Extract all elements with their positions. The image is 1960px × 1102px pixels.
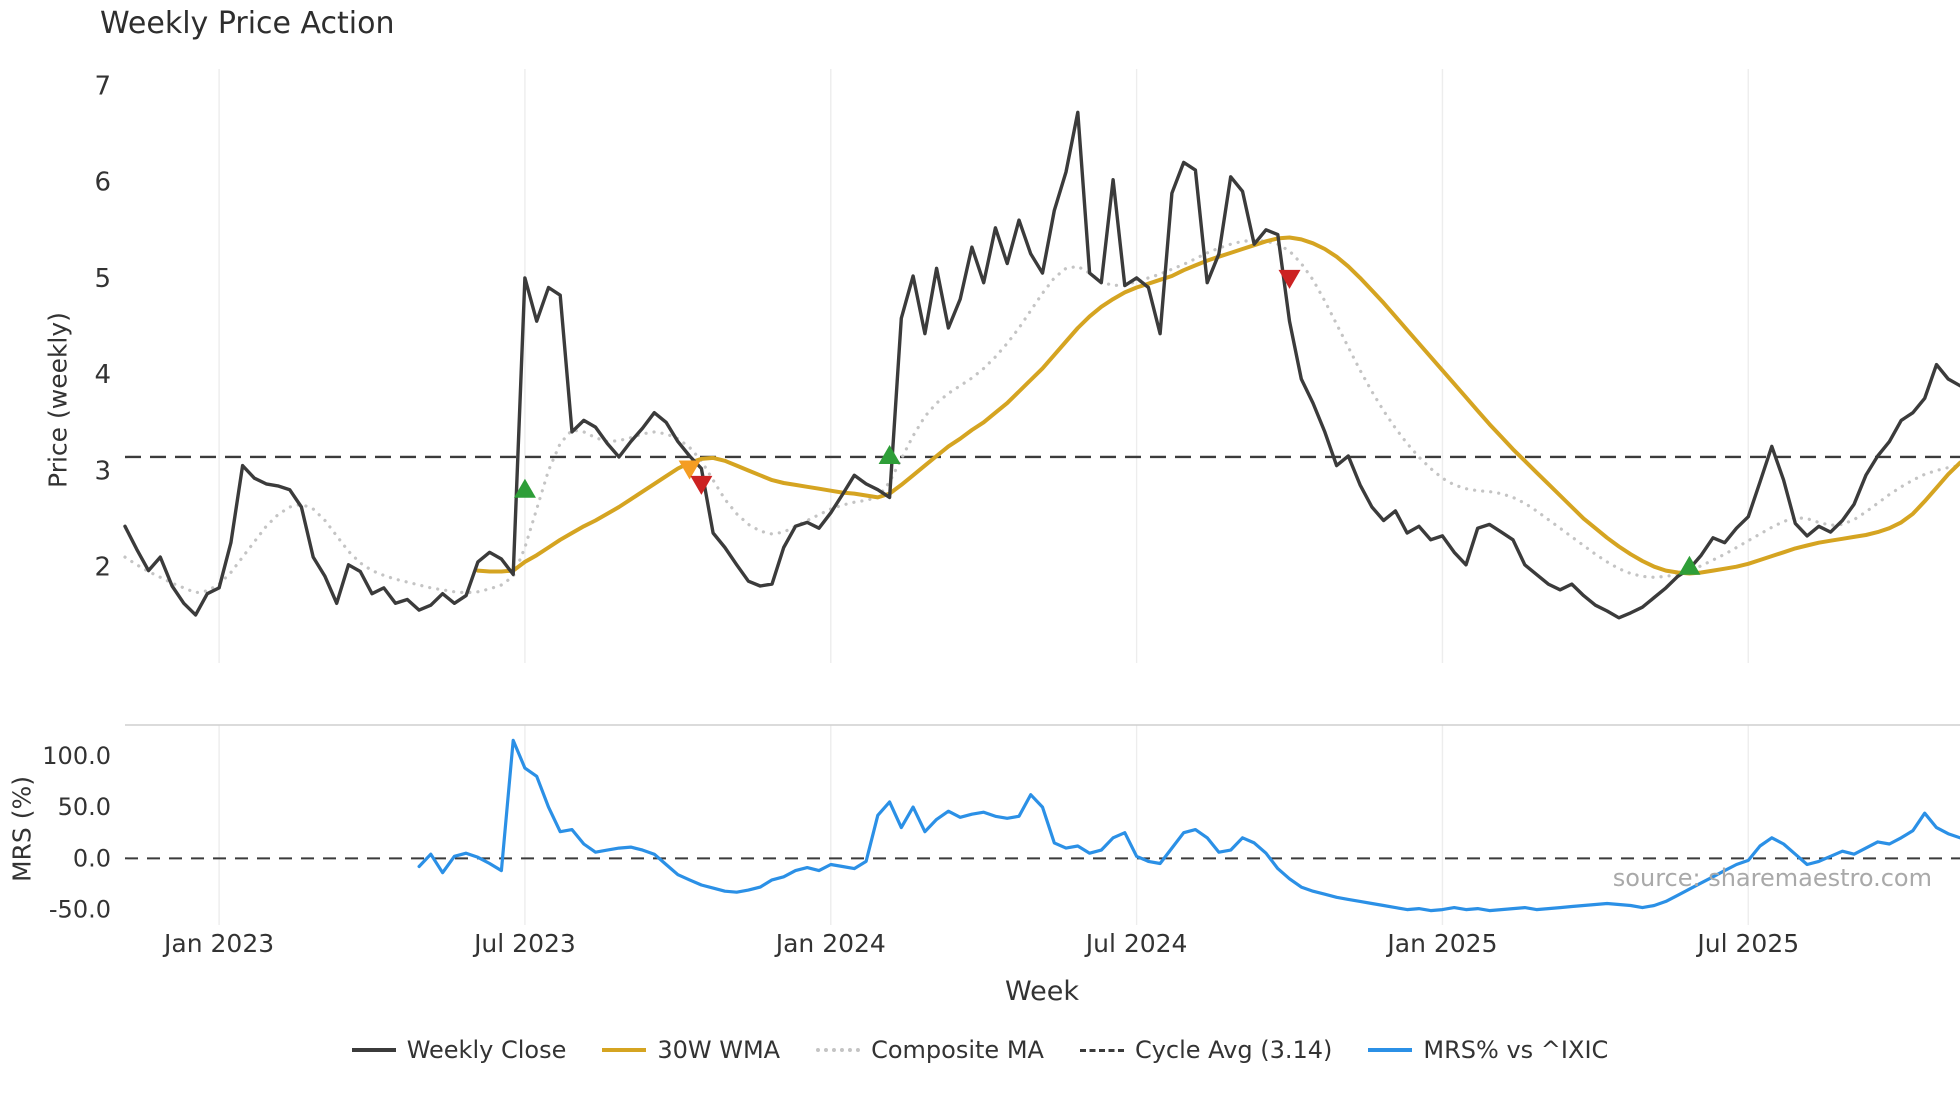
series-30w-wma xyxy=(475,235,1960,576)
legend-label: MRS% vs ^IXIC xyxy=(1423,1036,1609,1064)
legend-label: 30W WMA xyxy=(657,1036,781,1064)
price-y-tick-label: 3 xyxy=(94,456,111,486)
legend-swatch-weekly-close xyxy=(351,1048,396,1052)
price-y-tick-label: 7 xyxy=(94,71,111,101)
source-note: source: sharemaestro.com xyxy=(1612,864,1932,892)
legend-item-mrs-vs-ixic: MRS% vs ^IXIC xyxy=(1368,1036,1608,1064)
legend-item-30w-wma: 30W WMA xyxy=(602,1036,780,1064)
x-axis-label: Week xyxy=(1005,976,1079,1007)
legend-item-cycle-avg-3-14: Cycle Avg (3.14) xyxy=(1079,1036,1333,1064)
price-y-tick-label: 2 xyxy=(94,553,111,583)
x-tick-label: Jan 2023 xyxy=(162,929,274,958)
x-tick-label: Jan 2024 xyxy=(774,929,886,958)
series-weekly-close xyxy=(123,110,1960,620)
buy-signal-marker xyxy=(513,478,536,498)
price-y-tick-label: 6 xyxy=(94,168,111,198)
sell-signal-marker xyxy=(690,475,713,495)
x-tick-label: Jan 2025 xyxy=(1385,929,1497,958)
legend-label: Composite MA xyxy=(871,1036,1044,1064)
legend-label: Weekly Close xyxy=(406,1036,567,1064)
mrs-y-tick-label: 100.0 xyxy=(42,742,111,770)
buy-signal-marker xyxy=(1678,555,1701,575)
legend-swatch-mrs-vs-ixic xyxy=(1368,1048,1413,1052)
legend-label: Cycle Avg (3.14) xyxy=(1134,1036,1333,1064)
chart-title: Weekly Price Action xyxy=(100,6,395,41)
legend-swatch-composite-ma xyxy=(816,1048,861,1052)
series-composite-ma xyxy=(123,238,1960,595)
x-tick-label: Jul 2025 xyxy=(1695,929,1799,958)
sell-signal-marker xyxy=(678,460,701,480)
legend-item-weekly-close: Weekly Close xyxy=(351,1036,567,1064)
x-tick-label: Jul 2024 xyxy=(1084,929,1188,958)
legend-swatch-cycle-avg-3-14 xyxy=(1079,1048,1124,1052)
buy-signal-marker xyxy=(878,445,901,465)
mrs-y-tick-label: -50.0 xyxy=(49,896,111,924)
legend-item-composite-ma: Composite MA xyxy=(816,1036,1044,1064)
x-tick-label: Jul 2023 xyxy=(472,929,576,958)
mrs-y-tick-label: 50.0 xyxy=(58,793,111,821)
legend-swatch-30w-wma xyxy=(602,1048,647,1052)
price-y-tick-label: 4 xyxy=(94,360,111,390)
price-y-tick-label: 5 xyxy=(94,264,111,294)
sell-signal-marker xyxy=(1278,269,1301,289)
series-mrs-vs-ixic xyxy=(417,738,1960,913)
legend: Weekly Close 30W WMA Composite MA Cycle Avg… xyxy=(0,1036,1960,1064)
mrs-y-tick-label: 0.0 xyxy=(73,844,111,872)
